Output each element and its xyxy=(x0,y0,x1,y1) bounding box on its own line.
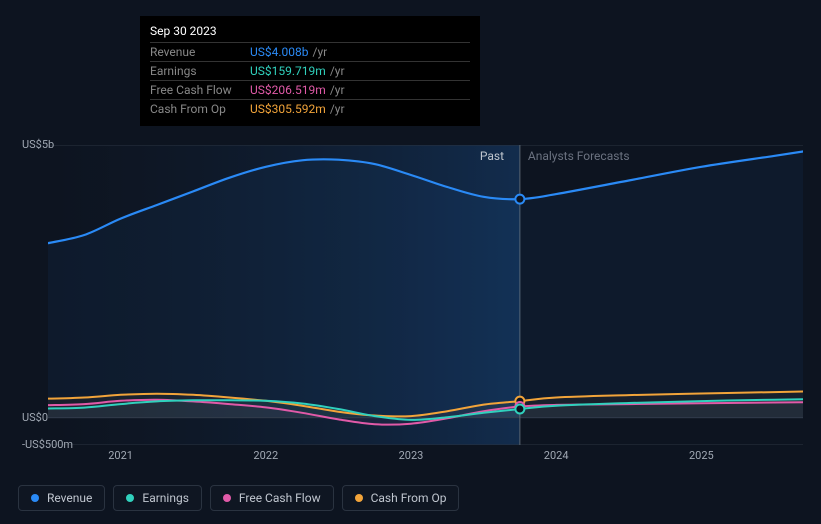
legend-item-earnings[interactable]: Earnings xyxy=(113,485,202,511)
tooltip-label: Earnings xyxy=(150,62,250,81)
legend-item-revenue[interactable]: Revenue xyxy=(18,485,105,511)
tooltip-table: Revenue US$4.008b/yr Earnings US$159.719… xyxy=(150,43,470,118)
legend-dot-icon xyxy=(126,494,134,502)
tooltip-label: Cash From Op xyxy=(150,100,250,119)
legend-dot-icon xyxy=(31,494,39,502)
chart-svg xyxy=(48,145,803,445)
tooltip-label: Free Cash Flow xyxy=(150,81,250,100)
legend-dot-icon xyxy=(355,494,363,502)
legend-label: Revenue xyxy=(47,491,92,505)
chart-tooltip: Sep 30 2023 Revenue US$4.008b/yr Earning… xyxy=(140,16,480,126)
chart-legend: Revenue Earnings Free Cash Flow Cash Fro… xyxy=(18,485,459,511)
tooltip-row-earnings: Earnings US$159.719m/yr xyxy=(150,62,470,81)
x-axis-label: 2023 xyxy=(399,449,424,462)
tooltip-label: Revenue xyxy=(150,43,250,62)
legend-label: Earnings xyxy=(142,491,189,505)
tooltip-row-revenue: Revenue US$4.008b/yr xyxy=(150,43,470,62)
region-label-future: Analysts Forecasts xyxy=(528,149,630,163)
x-axis-label: 2024 xyxy=(544,449,569,462)
chart-area[interactable] xyxy=(48,145,803,445)
region-label-past: Past xyxy=(480,149,504,163)
tooltip-value: US$305.592m xyxy=(250,102,326,116)
x-axis-label: 2021 xyxy=(108,449,133,462)
tooltip-unit: /yr xyxy=(326,102,345,116)
legend-dot-icon xyxy=(223,494,231,502)
tooltip-unit: /yr xyxy=(309,45,328,59)
x-axis-label: 2025 xyxy=(689,449,714,462)
y-axis-label: -US$500m xyxy=(22,438,73,451)
tooltip-unit: /yr xyxy=(326,64,345,78)
tooltip-row-fcf: Free Cash Flow US$206.519m/yr xyxy=(150,81,470,100)
legend-item-fcf[interactable]: Free Cash Flow xyxy=(210,485,334,511)
y-axis-label: US$5b xyxy=(22,138,54,151)
legend-label: Free Cash Flow xyxy=(239,491,321,505)
tooltip-date: Sep 30 2023 xyxy=(150,22,470,43)
legend-item-cfo[interactable]: Cash From Op xyxy=(342,485,460,511)
tooltip-value: US$4.008b xyxy=(250,45,309,59)
x-axis-label: 2022 xyxy=(253,449,278,462)
tooltip-row-cfo: Cash From Op US$305.592m/yr xyxy=(150,100,470,119)
tooltip-value: US$159.719m xyxy=(250,64,326,78)
y-axis-label: US$0 xyxy=(22,411,48,424)
legend-label: Cash From Op xyxy=(371,491,447,505)
tooltip-value: US$206.519m xyxy=(250,83,326,97)
tooltip-unit: /yr xyxy=(326,83,345,97)
